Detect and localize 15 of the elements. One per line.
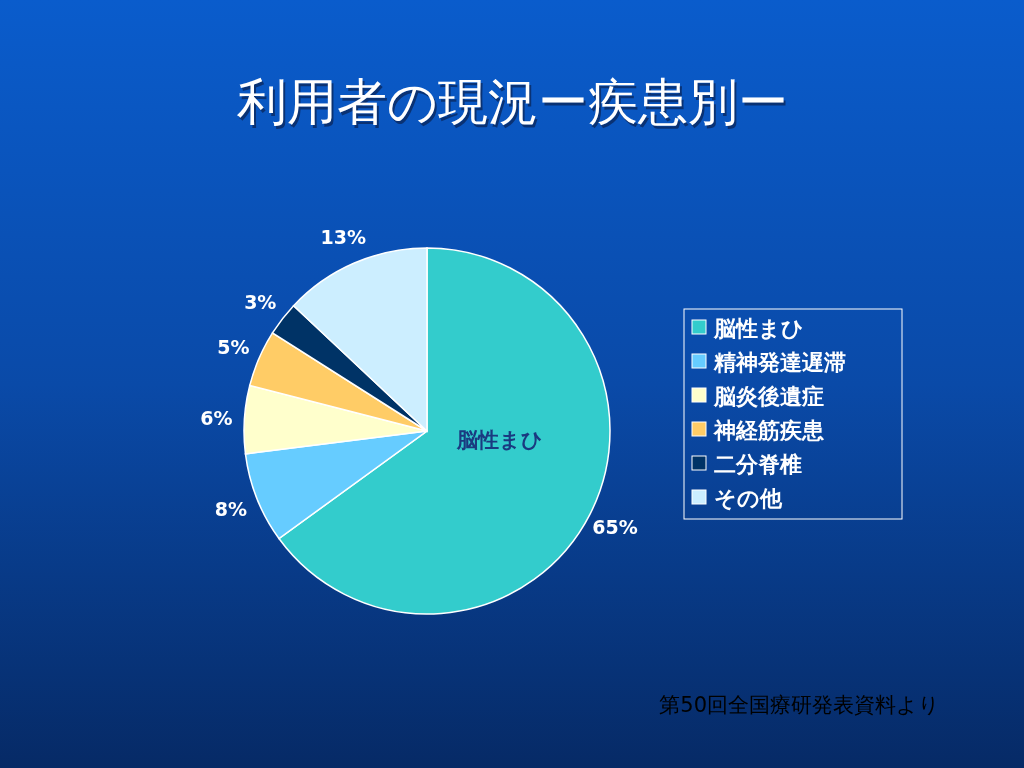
legend-label: その他 [714,485,783,511]
legend-label: 二分脊椎 [714,451,802,477]
data-label: 5% [217,336,250,359]
data-label: 6% [200,406,233,429]
data-label: 13% [320,226,366,249]
slice-label: 脳性まひ [456,428,544,453]
legend-label: 神経筋疾患 [713,417,825,443]
data-label: 65% [592,515,638,538]
text: 第50回全国療研発表資料より [659,693,940,717]
chart-title: 利用者の現況ー疾患別ー [238,76,790,134]
legend-label: 脳性まひ [713,315,804,341]
legend-label: 精神発達遅滞 [713,349,846,375]
legend-label: 脳炎後遺症 [713,383,824,409]
data-label: 8% [214,497,247,520]
data-label: 3% [244,290,277,313]
